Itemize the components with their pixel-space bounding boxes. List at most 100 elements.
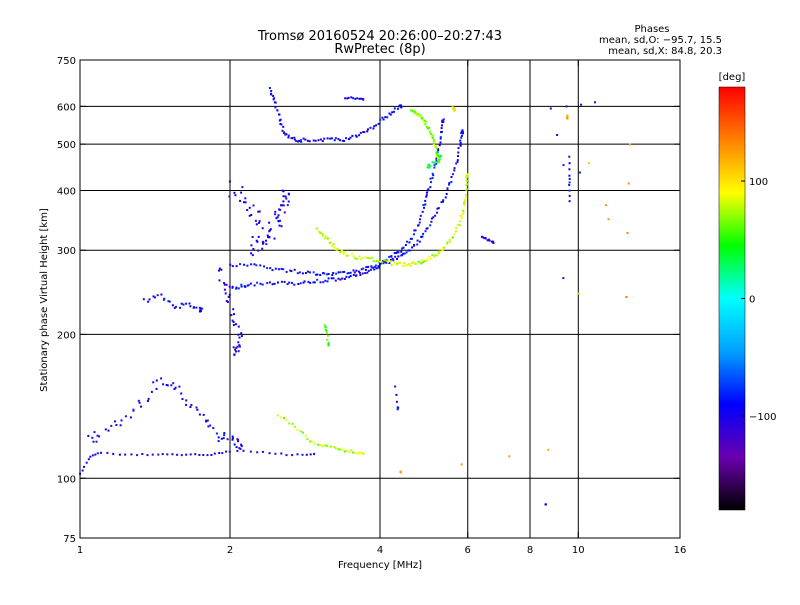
data-point bbox=[359, 131, 362, 134]
data-point bbox=[362, 98, 365, 100]
data-point bbox=[432, 216, 435, 219]
data-point bbox=[176, 453, 179, 456]
colorbar: 100 0 −100 bbox=[718, 86, 776, 511]
data-point bbox=[446, 241, 449, 244]
data-point bbox=[268, 221, 271, 224]
data-point bbox=[408, 249, 411, 252]
data-point bbox=[258, 210, 261, 213]
data-point bbox=[293, 138, 296, 141]
data-point bbox=[192, 306, 195, 309]
data-point bbox=[403, 252, 406, 255]
data-point bbox=[225, 283, 228, 286]
data-point bbox=[281, 189, 284, 192]
data-point bbox=[261, 450, 264, 453]
data-point bbox=[290, 270, 293, 273]
data-point bbox=[322, 281, 325, 284]
data-point bbox=[152, 381, 155, 384]
data-point bbox=[406, 240, 408, 243]
data-point bbox=[285, 270, 288, 273]
data-point bbox=[326, 280, 329, 283]
data-point bbox=[312, 139, 315, 142]
data-point bbox=[231, 435, 234, 438]
data-point bbox=[437, 207, 440, 210]
data-point bbox=[119, 424, 122, 427]
data-point bbox=[463, 198, 466, 201]
data-point bbox=[235, 350, 237, 353]
data-point bbox=[296, 453, 299, 456]
data-point bbox=[448, 240, 451, 243]
data-point bbox=[437, 160, 440, 163]
data-point bbox=[426, 191, 428, 194]
data-point bbox=[231, 265, 234, 268]
data-point bbox=[181, 398, 184, 400]
data-point bbox=[434, 214, 437, 217]
data-point bbox=[279, 208, 282, 211]
data-point bbox=[344, 251, 347, 254]
data-point bbox=[456, 159, 459, 162]
data-point bbox=[100, 451, 102, 454]
data-point bbox=[436, 160, 439, 163]
data-point bbox=[388, 262, 391, 264]
data-point bbox=[352, 274, 355, 276]
data-point bbox=[238, 336, 241, 339]
data-point bbox=[413, 233, 415, 236]
data-point bbox=[436, 153, 439, 156]
data-point bbox=[215, 432, 218, 435]
data-point bbox=[129, 416, 132, 419]
data-point bbox=[166, 453, 169, 456]
data-point bbox=[438, 155, 441, 158]
data-point bbox=[419, 115, 422, 118]
data-point bbox=[352, 269, 355, 272]
data-point bbox=[317, 139, 320, 142]
data-point bbox=[453, 107, 456, 110]
data-point bbox=[217, 436, 220, 439]
data-point bbox=[223, 432, 226, 435]
data-point bbox=[568, 181, 571, 184]
data-point bbox=[362, 453, 365, 456]
data-point bbox=[226, 438, 229, 441]
data-point bbox=[267, 236, 269, 239]
data-point bbox=[330, 241, 333, 244]
data-point bbox=[417, 260, 420, 263]
data-point bbox=[435, 162, 438, 165]
data-point bbox=[393, 110, 395, 113]
data-point bbox=[389, 113, 392, 116]
data-point bbox=[227, 295, 230, 298]
data-point bbox=[408, 263, 411, 266]
data-point bbox=[359, 274, 362, 276]
data-point bbox=[309, 281, 312, 284]
data-point bbox=[348, 138, 350, 140]
data-point bbox=[448, 183, 450, 186]
data-point bbox=[466, 183, 469, 186]
data-point bbox=[251, 254, 254, 257]
data-point bbox=[280, 204, 283, 207]
data-point bbox=[185, 399, 188, 402]
data-point bbox=[138, 401, 141, 404]
data-point bbox=[140, 405, 142, 408]
data-point bbox=[265, 243, 268, 246]
data-point bbox=[432, 138, 435, 141]
data-point bbox=[457, 147, 460, 150]
data-point bbox=[417, 224, 420, 227]
phase-stat-x: mean, sd,X: 84.8, 20.3 bbox=[608, 46, 722, 57]
data-point bbox=[401, 247, 404, 250]
data-point bbox=[362, 131, 365, 134]
data-point bbox=[240, 191, 243, 194]
data-point bbox=[209, 424, 212, 427]
data-point bbox=[332, 277, 335, 280]
data-point bbox=[237, 287, 240, 290]
data-point bbox=[411, 246, 414, 249]
data-point bbox=[224, 292, 227, 295]
data-point bbox=[379, 118, 382, 121]
data-point bbox=[347, 254, 350, 257]
data-point bbox=[234, 194, 237, 197]
data-point bbox=[455, 162, 458, 165]
data-point bbox=[441, 124, 443, 127]
data-point bbox=[172, 382, 175, 385]
data-point bbox=[235, 446, 238, 449]
data-point bbox=[302, 281, 305, 284]
data-point bbox=[171, 453, 174, 456]
data-point bbox=[323, 237, 326, 240]
data-point bbox=[269, 267, 272, 270]
data-point bbox=[343, 450, 346, 453]
